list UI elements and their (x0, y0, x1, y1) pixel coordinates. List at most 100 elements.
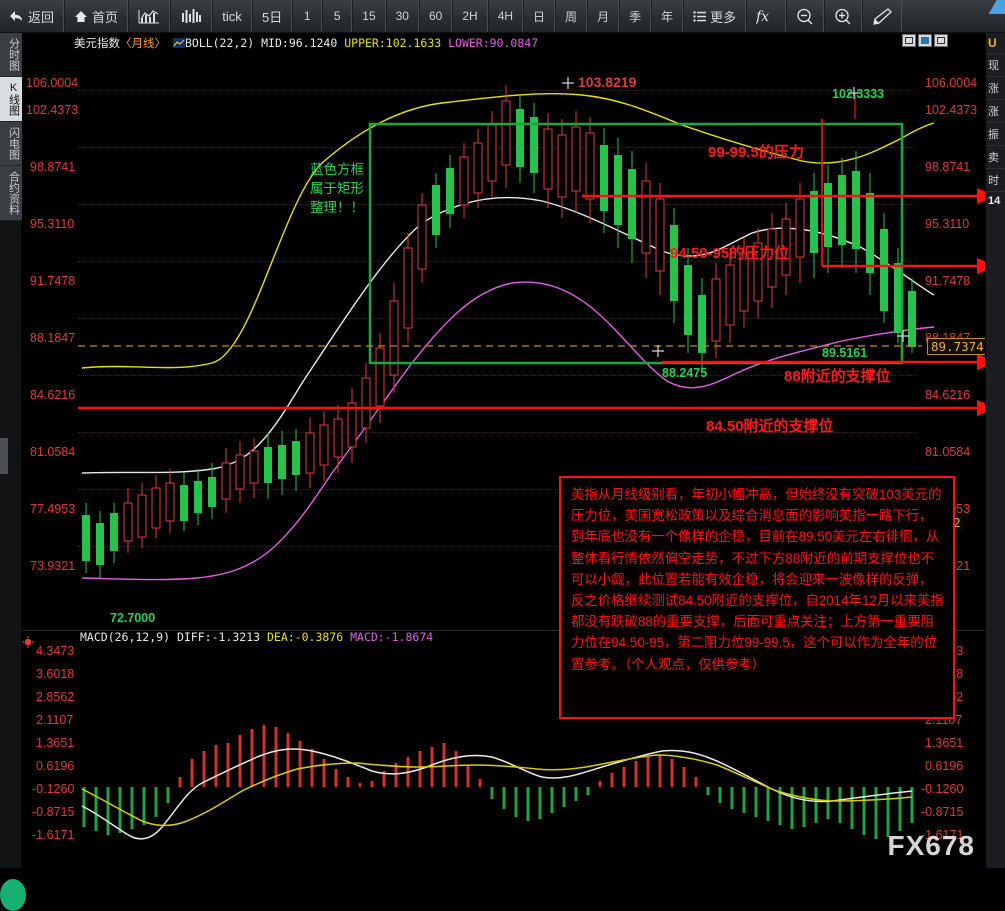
price-axis-right-tick-0: 106.0004 (925, 76, 978, 90)
maximize-icon[interactable] (918, 34, 932, 47)
more-button[interactable]: 更多 (683, 0, 747, 32)
period-tick[interactable]: tick (212, 0, 253, 32)
right-panel-row-0: 现 (986, 53, 1005, 76)
price-axis-left-tick-3: 95.3110 (30, 217, 75, 231)
corner-ribbon-icon (983, 0, 1005, 14)
consolidation-box (368, 122, 904, 365)
sidebar-item-lightning[interactable]: 闪电图 (0, 122, 22, 166)
price-axis-left-tick-4: 91.7478 (30, 274, 76, 288)
period-15min[interactable]: 15 (352, 0, 386, 32)
price-axis-left-tick-9: 73.9321 (30, 559, 76, 573)
annotation-high-label: 103.8219 (578, 74, 637, 90)
period-30min-label: 30 (395, 9, 409, 23)
right-panel-row-4: 卖 (986, 145, 1005, 168)
zoom-out-button[interactable] (786, 0, 825, 32)
period-5min[interactable]: 5 (322, 0, 353, 32)
price-axis-right-tick-4: 91.7478 (925, 274, 971, 288)
annotation-resistance-99: 99-99.5的压力 (708, 144, 804, 161)
right-panel-row-1: 涨 (986, 76, 1005, 99)
price-series-svg (78, 77, 985, 581)
period-60min[interactable]: 60 (418, 0, 453, 32)
pencil-icon (872, 7, 893, 25)
price-axis-left-tick-8: 77.4953 (30, 502, 76, 516)
analysis-text: 美指从月线级别看，年初小幅冲高，但始终没有突破103美元的压力位，美国宽松政策以… (571, 487, 944, 672)
period-month[interactable]: 月 (587, 0, 620, 32)
macd-axis-right-tick-6: -0.1260 (921, 782, 964, 796)
panel-window-buttons[interactable] (902, 34, 948, 47)
zoom-in-button[interactable] (824, 0, 863, 32)
home-button[interactable]: 首页 (64, 0, 129, 32)
price-axis-right-tick-1: 102.4373 (925, 103, 978, 117)
macd-alert-icon[interactable] (22, 636, 34, 648)
back-button[interactable]: 返回 (0, 0, 65, 32)
period-5day-label: 5日 (262, 9, 283, 25)
price-axis-right-tick-6: 84.6216 (925, 388, 971, 402)
period-60min-label: 60 (428, 9, 443, 23)
right-panel-row-5: 时 (986, 168, 1005, 191)
macd-axis-left-tick-4: 1.3651 (36, 736, 75, 750)
right-panel-value: 14 (986, 191, 1005, 210)
indicator-label: BOLL(22,2) (184, 36, 255, 50)
zoom-out-icon (796, 8, 814, 25)
period-year-label: 年 (661, 9, 674, 24)
chart-type-button[interactable] (128, 0, 171, 32)
period-week[interactable]: 周 (555, 0, 588, 32)
period-4hour[interactable]: 4H (487, 0, 524, 32)
macd-diff-line (81, 748, 913, 840)
period-30min[interactable]: 30 (385, 0, 419, 32)
annotation-box-top-label: 102.3333 (832, 87, 885, 101)
period-5min-label: 5 (333, 9, 341, 23)
symbol-label: 美元指数 (74, 36, 120, 50)
right-panel-row-3: 振 (986, 122, 1005, 145)
candlestick-chart-icon (138, 7, 160, 25)
sidebar-item-kline[interactable]: K线图 (0, 77, 22, 122)
macd-axis-left-tick-1: 3.6018 (36, 667, 75, 681)
period-4hour-label: 4H (497, 9, 514, 23)
draw-button[interactable] (862, 0, 903, 32)
home-icon (74, 10, 88, 23)
toolbar: 返回 首页 (0, 0, 1005, 33)
period-2hour[interactable]: 2H (452, 0, 488, 32)
annotation-support-84: 84.50附近的支撑位 (706, 418, 834, 435)
period-quarter[interactable]: 季 (619, 0, 652, 32)
scrollbar-thumb[interactable] (0, 438, 8, 474)
boll-upper-label: UPPER:102.1633 (344, 36, 442, 50)
period-quarter-label: 季 (629, 9, 642, 24)
macd-dea-label: DEA:-0.3876 (266, 630, 344, 644)
price-panel-header: 美元指数〈月线〉 BOLL(22,2) MID:96.1240 UPPER:10… (74, 35, 538, 51)
macd-series-svg (81, 725, 914, 840)
price-panel[interactable]: 美元指数〈月线〉 BOLL(22,2) MID:96.1240 UPPER:10… (22, 33, 985, 628)
close-panel-icon[interactable] (934, 34, 948, 47)
annotation-start-label: 72.7000 (110, 611, 156, 625)
period-day[interactable]: 日 (523, 0, 556, 32)
sidebar-item-timeline[interactable]: 分时图 (0, 33, 22, 77)
macd-indicator-label: MACD(26,12,9) (80, 630, 171, 644)
bottom-band (0, 868, 1005, 878)
formula-button[interactable]: fx (746, 0, 787, 32)
period-5day[interactable]: 5日 (252, 0, 293, 32)
candlesticks (82, 85, 916, 578)
watermark: FX678 (887, 830, 975, 861)
period-year[interactable]: 年 (651, 0, 684, 32)
price-axis-right-tick-7: 81.0584 (925, 445, 971, 459)
annotation-support-88: 88附近的支撑位 (784, 368, 891, 385)
boll-lower-label: LOWER:90.0847 (448, 36, 539, 50)
macd-axis-left-tick-6: -0.1260 (32, 782, 75, 796)
macd-axis-left-tick-3: 2.1107 (36, 713, 74, 727)
period-week-label: 周 (565, 9, 578, 24)
price-axis-left-tick-5: 88.1847 (30, 331, 76, 345)
sidebar-item-contract-info[interactable]: 合约资料 (0, 166, 22, 221)
macd-diff-label: DIFF:-1.3213 (176, 630, 261, 644)
annotation-green-note: 蓝色方框 属于矩形 整理！！ (310, 162, 364, 215)
floating-action-bubble[interactable] (0, 879, 26, 911)
price-axis-left-tick-7: 81.0584 (30, 445, 76, 459)
macd-axis-left-tick-2: 2.8562 (36, 690, 75, 704)
period-1min[interactable]: 1 (292, 0, 323, 32)
period-day-label: 日 (533, 9, 546, 24)
price-axis-left-tick-0: 106.0004 (26, 76, 79, 90)
right-panel-row-2: 涨 (986, 99, 1005, 122)
volume-chart-button[interactable] (170, 0, 213, 32)
boll-indicator-icon (172, 38, 185, 48)
restore-icon[interactable] (902, 34, 916, 47)
analysis-textbox: 美指从月线级别看，年初小幅冲高，但始终没有突破103美元的压力位，美国宽松政策以… (559, 476, 955, 719)
